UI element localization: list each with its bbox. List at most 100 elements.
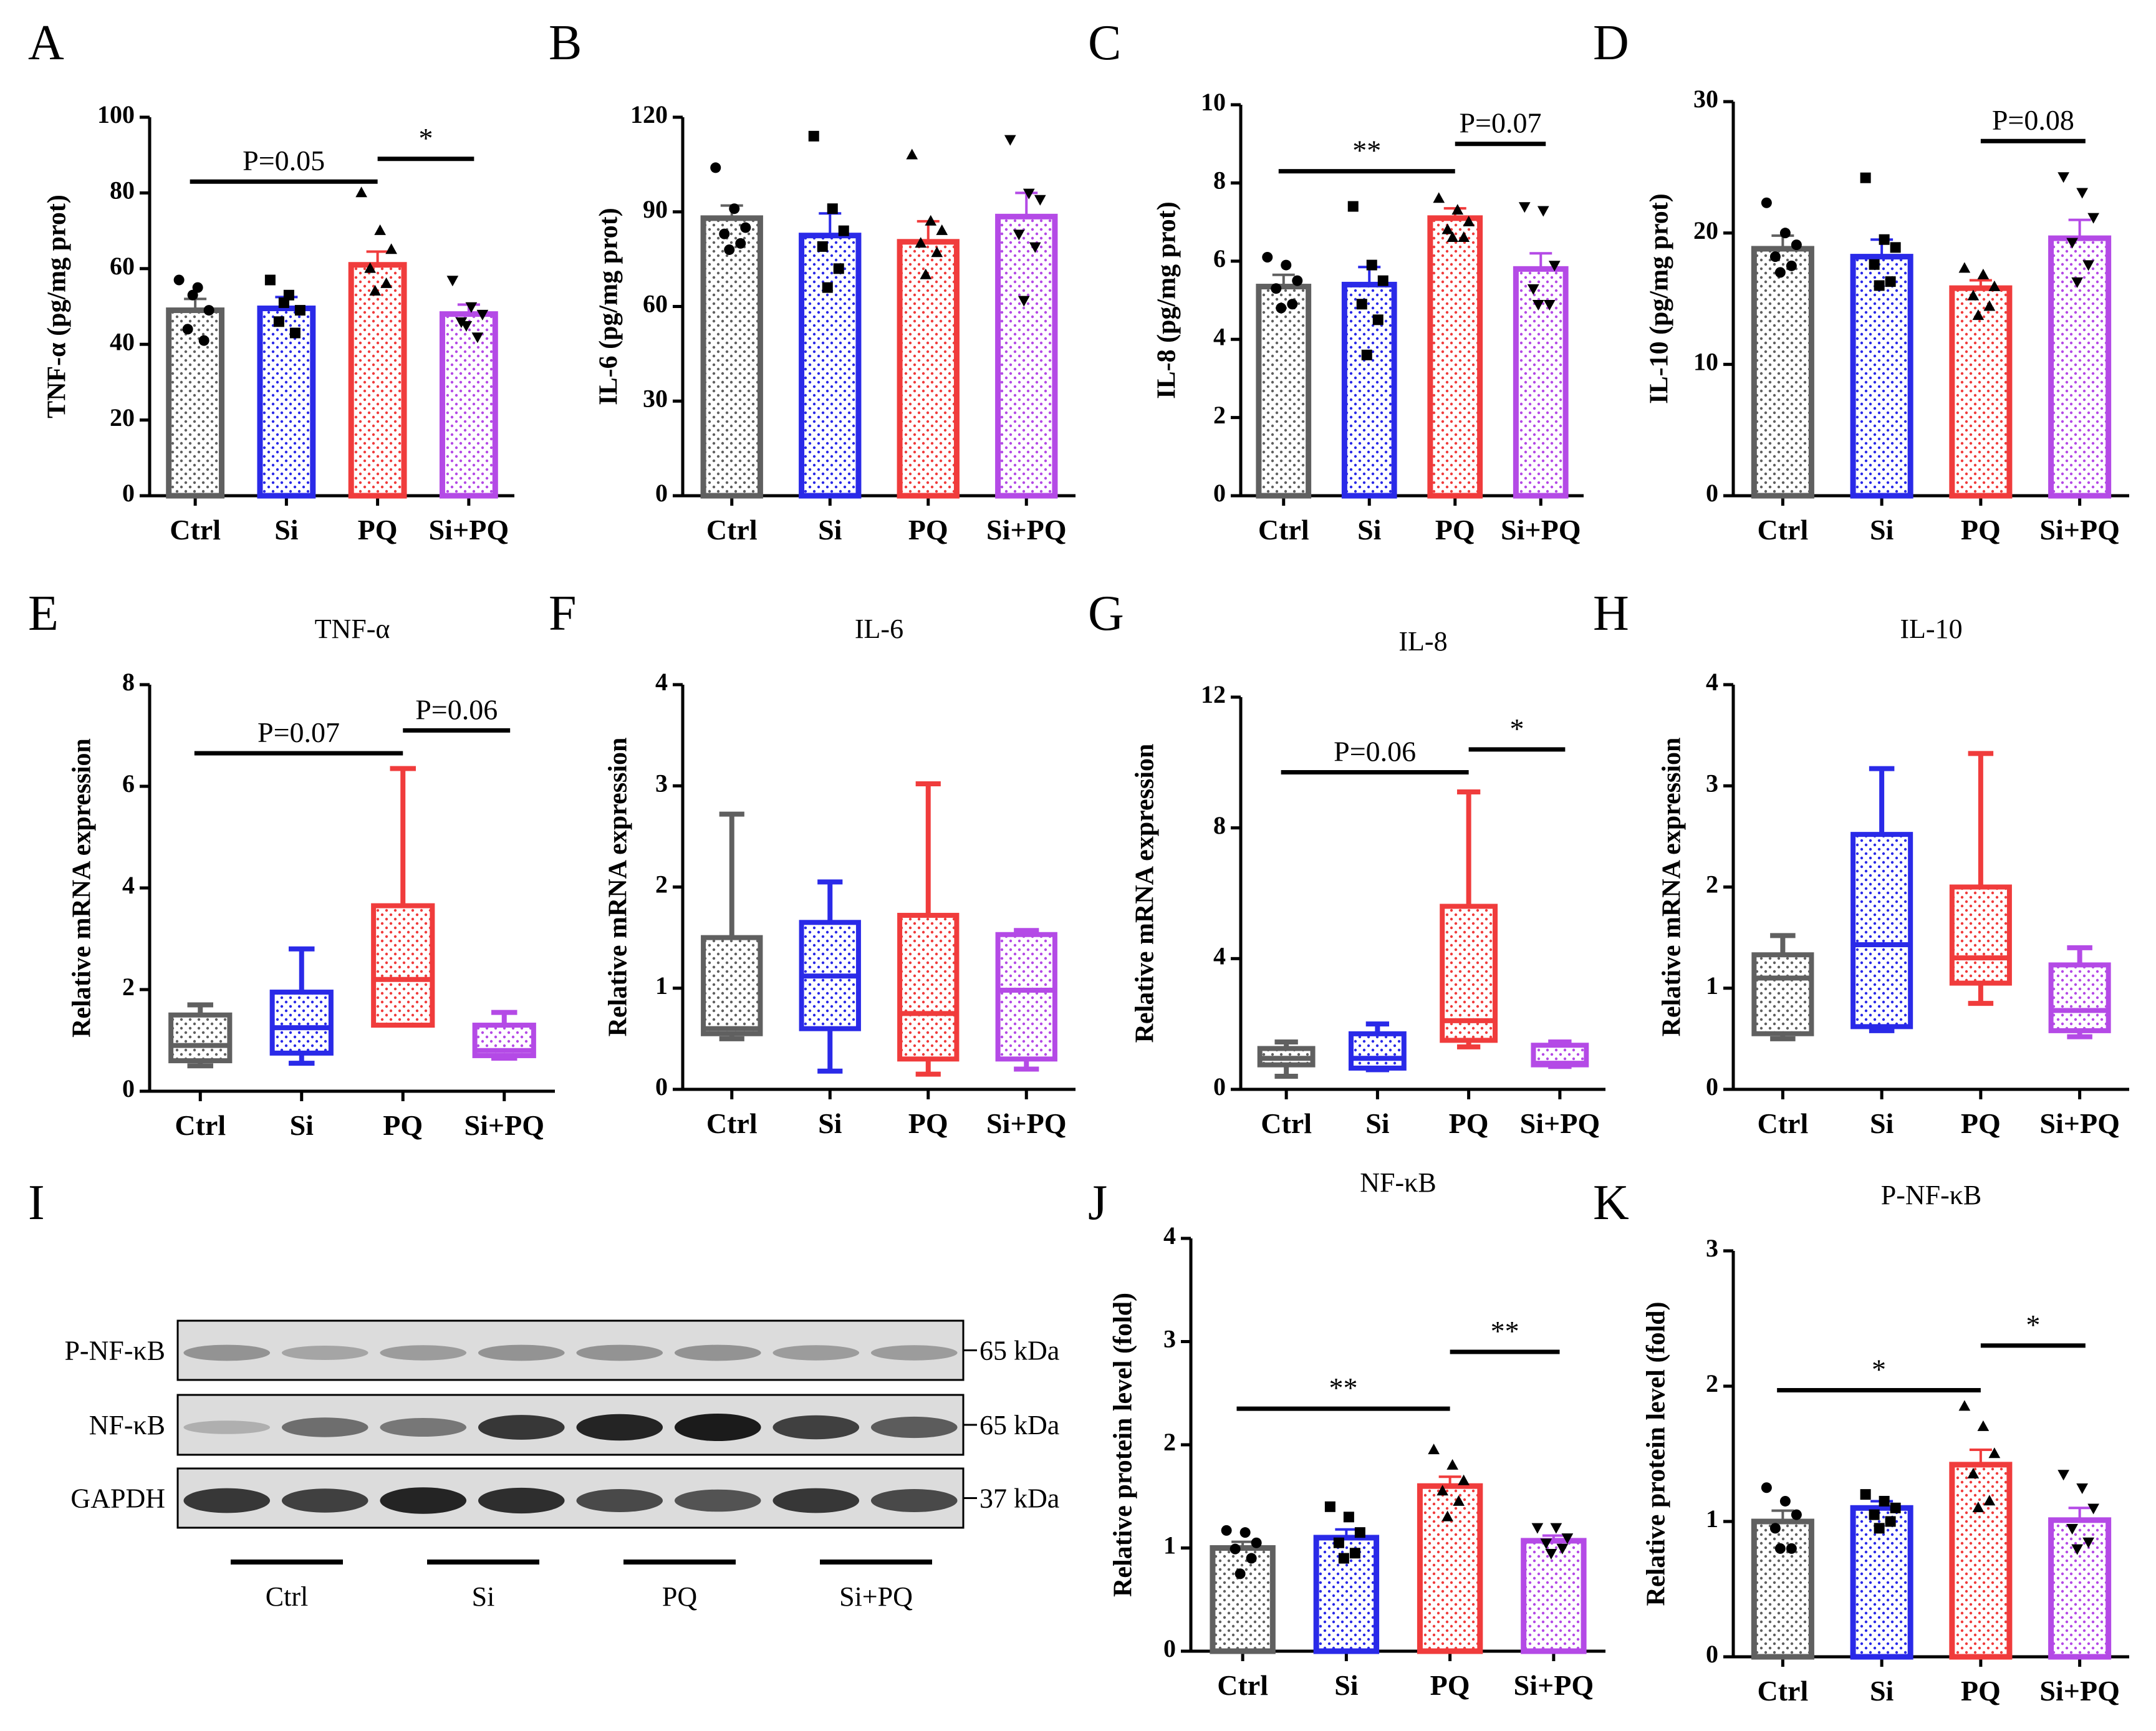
y-tick-label: 30 xyxy=(1693,85,1718,113)
data-point xyxy=(1774,267,1786,278)
y-tick-label: 2 xyxy=(1706,870,1718,899)
y-tick-label: 6 xyxy=(1213,244,1226,272)
blot-band xyxy=(772,1345,860,1361)
bar xyxy=(995,213,1058,499)
blot-band xyxy=(478,1415,565,1440)
y-tick-label: 90 xyxy=(643,195,668,223)
blot-band xyxy=(870,1345,958,1361)
y-tick-label: 4 xyxy=(1706,668,1718,696)
data-point xyxy=(471,332,484,344)
y-tick-label: 0 xyxy=(122,479,135,507)
x-tick-label: Ctrl xyxy=(706,514,758,546)
data-point xyxy=(1885,276,1896,287)
blot-band xyxy=(478,1487,565,1514)
data-point xyxy=(1890,242,1901,253)
data-point xyxy=(182,324,193,335)
blot-group-label: Si+PQ xyxy=(839,1581,913,1612)
data-point xyxy=(1281,259,1292,271)
data-point xyxy=(920,268,932,279)
blot-band xyxy=(380,1345,467,1361)
y-tick-label: 3 xyxy=(1706,1234,1718,1262)
data-point xyxy=(2066,238,2078,249)
y-tick-label: 2 xyxy=(655,870,668,899)
data-point xyxy=(1988,1447,2001,1459)
data-point xyxy=(1561,1533,1574,1545)
y-tick-label: 6 xyxy=(122,769,135,798)
data-point xyxy=(2057,172,2069,183)
bar xyxy=(348,262,407,499)
data-point xyxy=(460,321,473,332)
data-point xyxy=(1333,1537,1344,1548)
data-point xyxy=(822,282,833,293)
box xyxy=(269,990,334,1056)
y-tick-label: 4 xyxy=(1163,1222,1176,1250)
significance-label: * xyxy=(1872,1354,1886,1386)
data-point xyxy=(1018,296,1030,307)
data-point xyxy=(278,297,289,308)
y-tick-label: 1 xyxy=(1706,972,1718,1000)
data-point xyxy=(1860,1489,1871,1500)
panel-letter: G xyxy=(1088,586,1124,641)
y-tick-label: 0 xyxy=(1163,1634,1176,1662)
data-point xyxy=(1451,204,1464,215)
blot-row-label: NF-κB xyxy=(89,1410,165,1440)
data-point xyxy=(2066,1524,2078,1535)
data-point xyxy=(710,162,721,173)
y-tick-label: 2 xyxy=(1706,1369,1718,1397)
y-tick-label: 3 xyxy=(655,769,668,797)
x-tick-label: Ctrl xyxy=(1217,1669,1268,1701)
data-point xyxy=(1527,284,1539,295)
y-tick-label: 60 xyxy=(643,290,668,318)
data-point xyxy=(1428,1444,1440,1455)
significance-label: P=0.08 xyxy=(1992,104,2074,136)
y-axis-label: Relative mRNA expression xyxy=(68,738,97,1038)
box xyxy=(701,935,763,1036)
x-tick-label: Ctrl xyxy=(706,1107,758,1139)
data-point xyxy=(1545,1548,1557,1560)
y-tick-label: 4 xyxy=(655,668,668,696)
blot-row xyxy=(176,1394,965,1456)
data-point xyxy=(2071,277,2083,288)
significance-label: * xyxy=(1509,713,1524,745)
bar xyxy=(897,239,960,499)
y-tick-label: 0 xyxy=(122,1074,135,1102)
data-point xyxy=(1356,299,1367,310)
y-tick-label: 3 xyxy=(1706,769,1718,797)
y-tick-label: 0 xyxy=(655,1073,668,1101)
y-tick-label: 40 xyxy=(110,327,135,355)
y-tick-label: 0 xyxy=(1213,479,1226,507)
data-point xyxy=(1885,1516,1896,1527)
bar xyxy=(1850,254,1913,499)
y-tick-label: 0 xyxy=(1706,479,1718,507)
panel-letter: F xyxy=(549,586,577,641)
x-tick-label: Si+PQ xyxy=(2039,1675,2119,1707)
data-point xyxy=(1988,280,2001,291)
x-tick-label: PQ xyxy=(1430,1669,1470,1701)
bar xyxy=(1210,1545,1276,1654)
x-tick-label: PQ xyxy=(1435,514,1475,546)
data-point xyxy=(1276,302,1287,314)
data-point xyxy=(817,241,828,252)
significance-label: * xyxy=(418,122,433,154)
x-tick-label: Ctrl xyxy=(175,1109,226,1141)
blot-band xyxy=(870,1489,958,1512)
data-point xyxy=(1338,1553,1349,1564)
data-point xyxy=(198,335,209,346)
x-tick-label: Si+PQ xyxy=(1514,1669,1594,1701)
blot-group-label: Ctrl xyxy=(266,1581,308,1612)
data-point xyxy=(827,203,838,215)
data-point xyxy=(374,224,386,235)
data-point xyxy=(931,246,943,258)
panel-letter: D xyxy=(1593,16,1629,70)
y-axis-label: IL-8 (pg/mg prot) xyxy=(1153,201,1181,399)
data-point xyxy=(2071,1544,2083,1555)
panel-letter: H xyxy=(1593,586,1629,641)
chart-title: P-NF-κB xyxy=(1881,1180,1982,1210)
blot-band xyxy=(674,1489,761,1512)
y-tick-label: 30 xyxy=(643,384,668,412)
blot-band xyxy=(478,1344,565,1361)
data-point xyxy=(1972,1502,1985,1513)
data-point xyxy=(2076,188,2088,199)
bar xyxy=(700,215,763,499)
data-point xyxy=(1433,192,1445,203)
